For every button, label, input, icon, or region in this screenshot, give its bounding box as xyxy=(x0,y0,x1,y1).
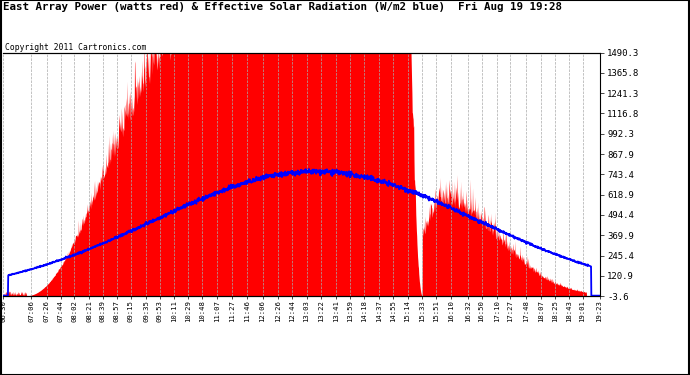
Text: East Array Power (watts red) & Effective Solar Radiation (W/m2 blue)  Fri Aug 19: East Array Power (watts red) & Effective… xyxy=(3,2,562,12)
Text: Copyright 2011 Cartronics.com: Copyright 2011 Cartronics.com xyxy=(5,43,146,52)
